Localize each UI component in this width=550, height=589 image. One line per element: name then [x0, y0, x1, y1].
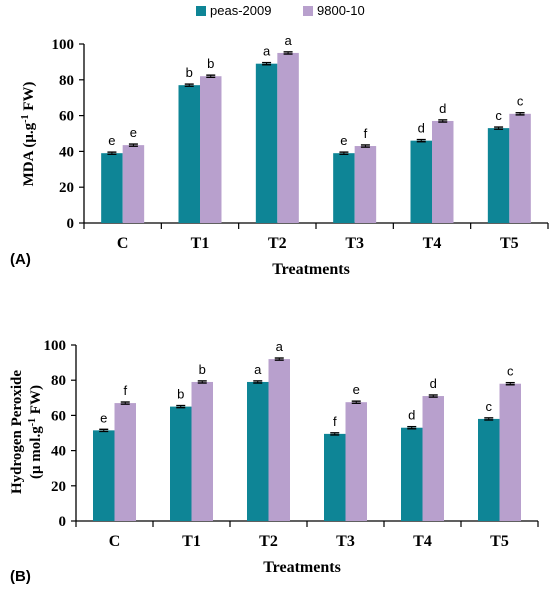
y-tick-label-a-40: 40	[59, 144, 74, 160]
significance-label-b-T1-9800-10: b	[199, 362, 206, 377]
bar-a-T2-9800-10	[277, 52, 299, 224]
x-tick-label-a-T3: T3	[345, 235, 364, 252]
bar-a-C-peas-2009	[101, 153, 123, 223]
x-tick-label-b-T5: T5	[490, 533, 509, 550]
significance-label-b-T5-9800-10: c	[507, 364, 514, 379]
panel-label-a: (A)	[10, 251, 31, 268]
significance-label-b-T4-peas-2009: d	[408, 408, 415, 423]
y-tick-label-a-60: 60	[59, 109, 74, 125]
y-axis-title-b-line2: (μ mol.g-1 FW)	[27, 385, 45, 479]
bar-b-T4-peas-2009	[401, 427, 423, 521]
y-axis-title-a-sup: -1	[20, 115, 31, 123]
bar-b-T5-9800-10	[499, 383, 521, 521]
y-axis-title-a-main: MDA (μ.g	[21, 122, 37, 186]
x-tick-label-a-T1: T1	[191, 235, 210, 252]
bar-b-T1-9800-10	[191, 381, 213, 521]
bar-b-T3-peas-2009	[324, 433, 346, 521]
x-tick-label-b-T2: T2	[259, 533, 278, 550]
significance-label-b-T3-peas-2009: f	[333, 414, 337, 429]
y-tick-label-b-20: 20	[51, 479, 66, 495]
x-axis-title-a: Treatments	[272, 261, 350, 278]
significance-label-a-T5-peas-2009: c	[495, 108, 502, 123]
bar-b-T1-peas-2009	[170, 406, 192, 521]
legend-label-peas-2009: peas-2009	[210, 3, 271, 18]
x-tick-label-b-T1: T1	[182, 533, 201, 550]
bar-a-T1-peas-2009	[178, 85, 200, 223]
bar-b-C-peas-2009	[93, 430, 115, 521]
bar-a-T4-peas-2009	[410, 140, 432, 223]
significance-label-b-C-9800-10: f	[123, 383, 127, 398]
significance-label-a-T1-peas-2009: b	[186, 65, 193, 80]
y-tick-label-b-60: 60	[51, 408, 66, 424]
significance-label-a-T4-9800-10: d	[439, 101, 446, 116]
bar-a-T4-9800-10	[432, 120, 454, 223]
x-tick-label-a-T5: T5	[500, 235, 519, 252]
y-tick-label-b-100: 100	[44, 338, 67, 354]
bar-a-T5-peas-2009	[487, 128, 510, 223]
y-tick-label-a-0: 0	[67, 216, 75, 232]
bar-a-C-9800-10	[122, 145, 145, 223]
y-axis-title-b-tail: FW)	[28, 385, 44, 418]
x-tick-label-b-T4: T4	[413, 533, 432, 550]
y-axis-title-b: Hydrogen Peroxide	[9, 370, 25, 494]
bar-b-T2-9800-10	[268, 359, 290, 521]
y-tick-label-b-0: 0	[59, 514, 67, 530]
significance-label-b-T5-peas-2009: c	[486, 399, 493, 414]
bar-a-T3-peas-2009	[333, 153, 355, 223]
significance-label-b-T2-peas-2009: a	[254, 362, 262, 377]
legend-swatch-peas-2009	[196, 6, 206, 16]
bar-b-T4-9800-10	[422, 396, 444, 521]
y-axis-title-b-line1: Hydrogen Peroxide	[9, 370, 25, 494]
x-tick-label-b-T3: T3	[336, 533, 355, 550]
x-tick-label-a-T2: T2	[268, 235, 287, 252]
significance-label-a-T3-peas-2009: e	[340, 133, 347, 148]
significance-label-a-C-peas-2009: e	[108, 133, 115, 148]
y-axis-title-b-sup: -1	[27, 418, 38, 426]
significance-label-b-T4-9800-10: d	[430, 376, 437, 391]
y-tick-label-a-80: 80	[59, 73, 74, 89]
bar-b-T2-peas-2009	[247, 381, 269, 521]
significance-label-a-T4-peas-2009: d	[418, 121, 425, 136]
panel-label-b: (B)	[10, 568, 31, 585]
significance-label-b-T2-9800-10: a	[276, 339, 284, 354]
chart-panel-b: 0 20 40 60 80 100 Ce f T1 bb T2 aa T3 f e T4 d d T5 c c	[44, 338, 539, 550]
bar-b-T5-peas-2009	[478, 418, 500, 521]
significance-label-b-C-peas-2009: e	[100, 410, 107, 425]
x-axis-title-b: Treatments	[263, 559, 341, 576]
bar-a-T1-9800-10	[200, 76, 222, 223]
y-axis-title-b-main: (μ mol.g	[28, 426, 44, 479]
y-axis-title-a-tail: FW)	[21, 82, 37, 115]
legend-label-9800-10: 9800-10	[317, 3, 365, 18]
y-tick-label-a-100: 100	[52, 37, 75, 53]
bar-b-T3-9800-10	[345, 402, 367, 521]
x-tick-label-a-T4: T4	[423, 235, 442, 252]
significance-label-a-C-9800-10: e	[130, 125, 137, 140]
significance-label-a-T2-9800-10: a	[284, 33, 292, 48]
x-tick-label-a-C: C	[117, 235, 129, 252]
bar-a-T5-9800-10	[509, 113, 531, 223]
bar-b-C-9800-10	[114, 403, 136, 521]
significance-label-a-T3-9800-10: f	[364, 126, 368, 141]
y-axis-title-a: MDA (μ.g-1 FW)	[20, 82, 38, 187]
legend-swatch-9800-10	[303, 6, 313, 16]
bar-a-T3-9800-10	[354, 146, 377, 223]
significance-label-a-T1-9800-10: b	[207, 56, 214, 71]
y-tick-label-a-20: 20	[59, 180, 74, 196]
significance-label-b-T3-9800-10: e	[353, 382, 360, 397]
significance-label-b-T1-peas-2009: b	[177, 387, 184, 402]
bar-a-T2-peas-2009	[255, 63, 278, 223]
y-tick-label-b-40: 40	[51, 444, 66, 460]
y-tick-label-b-80: 80	[51, 373, 66, 389]
significance-label-a-T2-peas-2009: a	[263, 44, 271, 59]
legend: peas-2009 9800-10	[196, 3, 365, 18]
x-tick-label-b-C: C	[109, 533, 121, 550]
significance-label-a-T5-9800-10: c	[517, 94, 524, 109]
